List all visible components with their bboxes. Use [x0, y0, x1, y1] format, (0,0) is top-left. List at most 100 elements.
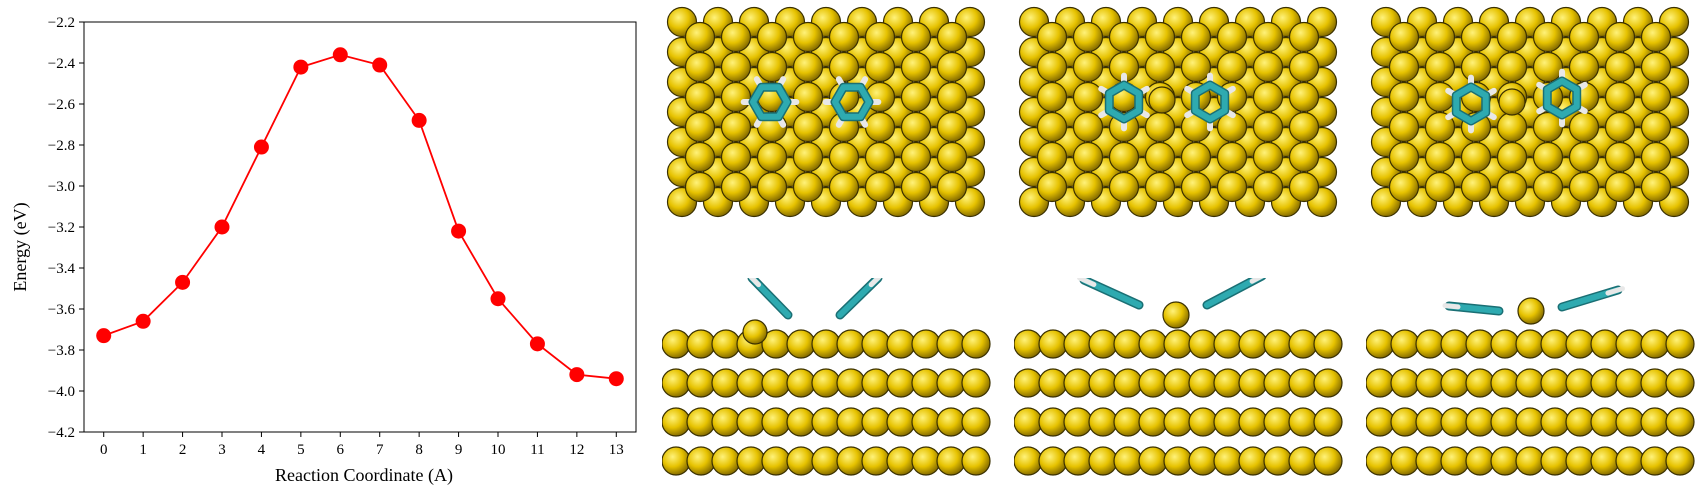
- gold-atom: [662, 446, 691, 476]
- gold-atom: [1390, 368, 1420, 398]
- gold-atom: [1288, 329, 1318, 359]
- gold-atom: [961, 368, 991, 398]
- gold-atom: [1036, 111, 1068, 143]
- gold-atom: [1604, 141, 1636, 173]
- gold-atom: [900, 81, 932, 113]
- energy-data-point: [214, 219, 230, 235]
- carbon-ring: [1544, 78, 1580, 118]
- gold-atom: [1144, 141, 1176, 173]
- gold-atom: [1252, 141, 1284, 173]
- gold-atom: [1113, 329, 1143, 359]
- gold-atom: [792, 21, 824, 53]
- gold-atom: [864, 171, 896, 203]
- gold-atom: [1063, 446, 1093, 476]
- gold-atom: [828, 171, 860, 203]
- gold-atom: [1465, 407, 1495, 437]
- gold-atom: [1063, 329, 1093, 359]
- gold-atom: [1590, 407, 1620, 437]
- x-tick-label: 3: [218, 442, 226, 458]
- carbon-ring: [1192, 82, 1228, 122]
- y-tick-label: −4.0: [48, 384, 75, 400]
- gold-atom: [1063, 368, 1093, 398]
- gold-atom: [911, 407, 941, 437]
- gold-atom: [1036, 141, 1068, 173]
- molecule-hydrogen: [748, 278, 761, 288]
- gold-atom: [1540, 329, 1570, 359]
- gold-atom: [1213, 368, 1243, 398]
- x-tick-label: 5: [297, 442, 305, 458]
- gold-atom: [936, 329, 966, 359]
- gold-atom: [686, 329, 716, 359]
- gold-atom: [684, 81, 716, 113]
- gold-atom: [1263, 446, 1293, 476]
- gold-atom: [786, 368, 816, 398]
- gold-atom: [736, 407, 766, 437]
- gold-atom: [1252, 111, 1284, 143]
- gold-atom: [828, 21, 860, 53]
- gold-atom: [1188, 368, 1218, 398]
- gold-atom: [1163, 407, 1193, 437]
- gold-atom: [1144, 51, 1176, 83]
- gold-atom: [1460, 21, 1492, 53]
- gold-atom: [1038, 329, 1068, 359]
- gold-atom: [720, 51, 752, 83]
- gold-atom: [1388, 171, 1420, 203]
- carbon-ring: [832, 84, 872, 120]
- gold-atom: [1014, 446, 1043, 476]
- x-tick-label: 11: [530, 442, 544, 458]
- top-view-initial-illustration: [666, 6, 986, 218]
- gold-atom: [792, 81, 824, 113]
- gold-atom: [1108, 21, 1140, 53]
- gold-atom: [1440, 407, 1470, 437]
- gold-atom: [1665, 368, 1695, 398]
- gold-atom: [1640, 141, 1672, 173]
- gold-atom: [1515, 368, 1545, 398]
- plot-frame: [83, 21, 637, 433]
- gold-atom: [936, 141, 968, 173]
- molecule-hydrogen: [1442, 303, 1461, 310]
- gold-atom: [1490, 446, 1520, 476]
- gold-atom: [1138, 368, 1168, 398]
- x-tick-label: 4: [258, 442, 266, 458]
- energy-data-point: [490, 291, 506, 307]
- gold-atom: [1288, 111, 1320, 143]
- gold-atom: [1163, 368, 1193, 398]
- gold-atom: [1138, 329, 1168, 359]
- chart-plot-area: 0 1 2 3 4 5 6 7 8 9 10 11 12 13−2.2−2.4−2.6−2.8−3.0−3…: [48, 15, 637, 458]
- gold-atom: [936, 171, 968, 203]
- gold-atom: [1440, 446, 1470, 476]
- gold-atom: [662, 329, 691, 359]
- gold-atom: [1180, 21, 1212, 53]
- gold-atom: [1216, 141, 1248, 173]
- gold-atom: [1313, 446, 1343, 476]
- x-tick-label: 0: [100, 442, 108, 458]
- gold-atom: [936, 81, 968, 113]
- gold-atom: [684, 171, 716, 203]
- gold-atom: [1540, 446, 1570, 476]
- gold-atom: [1460, 141, 1492, 173]
- gold-atom: [1388, 21, 1420, 53]
- gold-atom: [828, 51, 860, 83]
- gold-atom: [1604, 171, 1636, 203]
- gold-atom: [720, 171, 752, 203]
- gold-atom: [1252, 51, 1284, 83]
- y-tick-label: −2.2: [48, 15, 75, 31]
- gold-atom: [662, 368, 691, 398]
- molecule-left: [1077, 278, 1144, 310]
- x-tick-label: 8: [415, 442, 423, 458]
- gold-atom: [1088, 446, 1118, 476]
- gold-atom: [1615, 407, 1645, 437]
- gold-atom: [1615, 329, 1645, 359]
- gold-atom: [1532, 51, 1564, 83]
- x-tick-label: 7: [376, 442, 384, 458]
- gold-atom: [1390, 329, 1420, 359]
- gold-atom: [1640, 368, 1670, 398]
- benzene-molecule-right: [822, 76, 882, 128]
- gold-atom: [1640, 446, 1670, 476]
- gold-atom: [1565, 407, 1595, 437]
- gold-atom: [736, 446, 766, 476]
- y-tick-label: −3.6: [48, 302, 76, 318]
- molecule-left: [747, 278, 793, 320]
- gold-atom: [886, 329, 916, 359]
- x-tick-label: 6: [337, 442, 345, 458]
